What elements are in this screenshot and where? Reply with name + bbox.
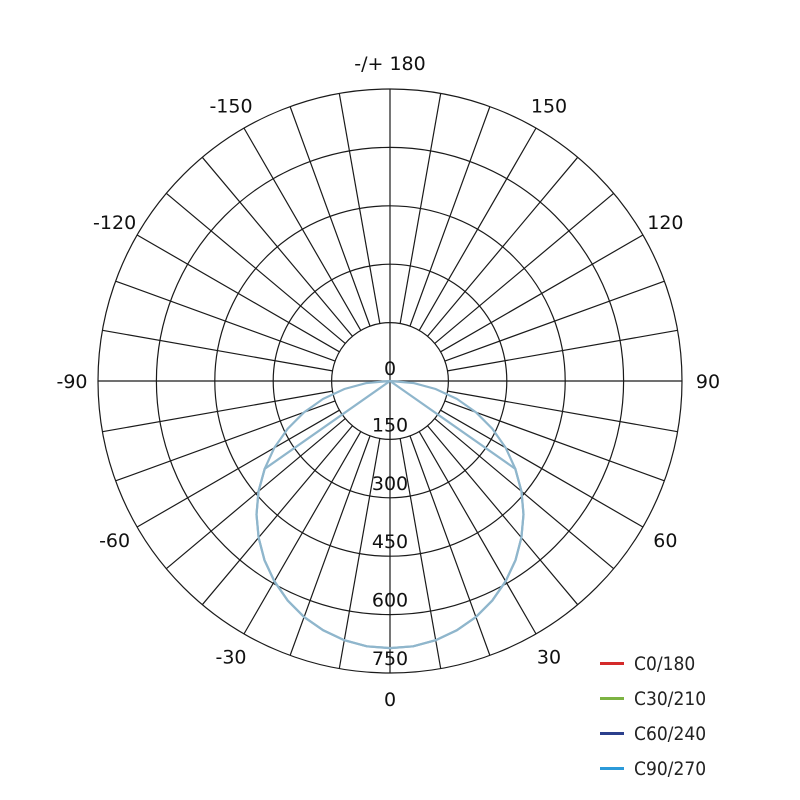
legend: C0/180 C30/210 C60/240 C90/270 — [600, 646, 706, 786]
grid-spoke — [399, 438, 442, 669]
grid-spoke — [243, 431, 362, 635]
radial-tick-label: 450 — [372, 531, 408, 553]
grid-spoke — [447, 329, 678, 372]
grid-spoke — [136, 234, 340, 353]
grid-spoke — [243, 127, 362, 331]
legend-item: C30/210 — [600, 681, 706, 716]
angle-label: -30 — [215, 646, 246, 668]
grid-spoke — [201, 156, 353, 337]
series-line — [255, 380, 525, 650]
grid-spoke — [409, 106, 491, 327]
grid-spoke — [440, 409, 644, 528]
grid-spoke — [409, 435, 491, 656]
legend-label: C30/210 — [634, 687, 707, 710]
legend-item: C60/240 — [600, 716, 706, 751]
legend-swatch — [600, 732, 624, 735]
grid-spoke — [444, 400, 665, 482]
legend-item: C0/180 — [600, 646, 706, 681]
legend-label: C60/240 — [634, 722, 707, 745]
grid-spoke — [165, 192, 346, 344]
angle-label: 150 — [531, 96, 567, 118]
radial-tick-label: 150 — [372, 414, 408, 436]
grid-spoke — [102, 390, 333, 433]
angle-label: -120 — [93, 212, 136, 234]
radial-tick-label: 300 — [372, 473, 408, 495]
angle-label: 90 — [696, 371, 720, 393]
grid-spoke — [399, 93, 442, 324]
grid-spoke — [418, 127, 537, 331]
grid-spoke — [136, 409, 340, 528]
angle-label: -90 — [56, 371, 87, 393]
legend-swatch — [600, 767, 624, 770]
angle-label: 60 — [653, 530, 677, 552]
angle-label: 120 — [647, 212, 683, 234]
legend-label: C0/180 — [634, 652, 696, 675]
angle-label: 30 — [537, 646, 561, 668]
grid-spoke — [434, 418, 615, 570]
grid-spoke — [289, 106, 371, 327]
grid-spoke — [165, 418, 346, 570]
grid-spoke — [338, 93, 381, 324]
grid-spoke — [434, 192, 615, 344]
grid-spoke — [201, 425, 353, 606]
grid-spoke — [102, 329, 333, 372]
grid-spoke — [440, 234, 644, 353]
grid-spoke — [418, 431, 537, 635]
grid-spoke — [447, 390, 678, 433]
grid-spoke — [338, 438, 381, 669]
legend-swatch — [600, 662, 624, 665]
radial-tick-label: 600 — [372, 590, 408, 612]
radial-tick-label: 750 — [372, 648, 408, 670]
legend-swatch — [600, 697, 624, 700]
grid-spoke — [427, 156, 579, 337]
legend-label: C90/270 — [634, 757, 707, 780]
legend-item: C90/270 — [600, 751, 706, 786]
radial-tick-label: 0 — [384, 358, 396, 380]
grid-spoke — [289, 435, 371, 656]
angle-label: -150 — [209, 96, 252, 118]
grid-spoke — [444, 280, 665, 362]
angle-label: 0 — [384, 689, 396, 711]
grid-spoke — [115, 280, 336, 362]
angle-label: -/+ 180 — [354, 53, 425, 75]
grid-spoke — [427, 425, 579, 606]
angle-label: -60 — [99, 530, 130, 552]
grid-spoke — [115, 400, 336, 482]
